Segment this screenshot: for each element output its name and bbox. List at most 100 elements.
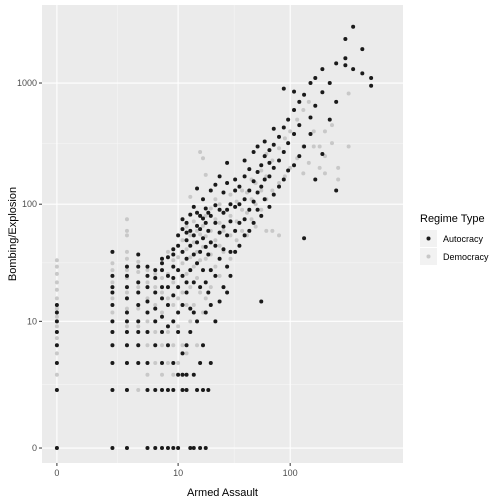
- point-autocracy: [360, 47, 365, 52]
- point-autocracy: [247, 167, 252, 172]
- point-autocracy: [160, 446, 165, 451]
- point-autocracy: [286, 141, 291, 146]
- point-democracy: [301, 171, 306, 176]
- point-democracy: [136, 259, 141, 264]
- point-autocracy: [54, 319, 59, 324]
- point-democracy: [160, 290, 165, 295]
- point-autocracy: [203, 280, 208, 285]
- point-autocracy: [201, 387, 205, 392]
- point-autocracy: [176, 285, 181, 290]
- point-autocracy: [110, 249, 115, 254]
- point-autocracy: [208, 302, 213, 307]
- point-autocracy: [195, 240, 200, 245]
- point-democracy: [306, 99, 311, 104]
- point-democracy: [136, 285, 141, 290]
- point-autocracy: [145, 360, 150, 365]
- point-democracy: [217, 220, 222, 225]
- point-autocracy: [221, 247, 226, 252]
- y-tick-label: 10: [27, 316, 37, 326]
- point-autocracy: [242, 233, 247, 238]
- point-autocracy: [251, 179, 256, 184]
- point-autocracy: [259, 299, 264, 304]
- point-democracy: [217, 202, 222, 207]
- point-autocracy: [165, 302, 170, 307]
- point-autocracy: [255, 207, 260, 212]
- point-autocracy: [271, 126, 276, 131]
- point-democracy: [160, 275, 165, 280]
- point-autocracy: [136, 343, 141, 348]
- point-autocracy: [237, 243, 242, 248]
- point-autocracy: [247, 188, 252, 193]
- point-democracy: [124, 306, 129, 311]
- point-autocracy: [136, 302, 141, 307]
- point-autocracy: [171, 387, 176, 392]
- point-democracy: [245, 210, 250, 215]
- point-autocracy: [184, 230, 189, 235]
- point-autocracy: [188, 228, 193, 233]
- minor-gridlines: [42, 5, 403, 463]
- point-democracy: [234, 238, 239, 243]
- point-autocracy: [124, 264, 129, 269]
- point-autocracy: [136, 290, 141, 295]
- point-autocracy: [176, 372, 181, 377]
- point-autocracy: [124, 329, 129, 334]
- major-gridlines: [42, 5, 403, 463]
- point-democracy: [311, 144, 316, 149]
- point-autocracy: [203, 244, 208, 249]
- point-autocracy: [225, 233, 230, 238]
- point-democracy: [259, 168, 264, 173]
- point-autocracy: [191, 252, 196, 257]
- point-democracy: [191, 264, 196, 269]
- point-autocracy: [213, 319, 218, 324]
- point-autocracy: [233, 204, 238, 209]
- point-autocracy: [145, 446, 150, 451]
- point-democracy: [124, 249, 129, 254]
- point-autocracy: [360, 71, 365, 76]
- point-autocracy: [281, 150, 286, 155]
- point-autocracy: [203, 310, 208, 315]
- point-autocracy: [313, 177, 318, 182]
- point-autocracy: [251, 220, 256, 225]
- point-democracy: [195, 249, 200, 254]
- point-autocracy: [195, 261, 200, 266]
- point-autocracy: [308, 132, 313, 137]
- point-autocracy: [208, 213, 213, 218]
- point-democracy: [191, 240, 196, 245]
- point-democracy: [277, 146, 282, 151]
- point-democracy: [136, 387, 141, 392]
- point-autocracy: [201, 216, 205, 221]
- point-autocracy: [191, 280, 196, 285]
- point-autocracy: [171, 264, 176, 269]
- point-autocracy: [145, 310, 150, 315]
- point-autocracy: [267, 160, 272, 165]
- point-autocracy: [180, 249, 185, 254]
- point-autocracy: [124, 343, 129, 348]
- legend: Regime Type Autocracy Democracy: [420, 213, 489, 265]
- point-democracy: [188, 319, 193, 324]
- point-autocracy: [180, 351, 185, 356]
- point-democracy: [259, 188, 264, 193]
- point-autocracy: [110, 329, 115, 334]
- point-democracy: [264, 174, 269, 179]
- point-democracy: [124, 324, 129, 329]
- point-democracy: [317, 144, 322, 149]
- plot-panel: [42, 5, 403, 463]
- point-autocracy: [262, 154, 267, 159]
- point-autocracy: [255, 144, 260, 149]
- point-democracy: [171, 258, 176, 263]
- point-autocracy: [145, 387, 150, 392]
- point-democracy: [124, 233, 129, 238]
- point-autocracy: [165, 324, 170, 329]
- point-democracy: [217, 273, 222, 278]
- point-autocracy: [145, 299, 150, 304]
- point-democracy: [249, 217, 254, 222]
- point-autocracy: [237, 184, 242, 189]
- point-autocracy: [213, 203, 218, 208]
- point-autocracy: [136, 264, 141, 269]
- point-autocracy: [184, 280, 189, 285]
- point-democracy: [54, 287, 59, 292]
- point-democracy: [213, 238, 218, 243]
- point-autocracy: [198, 360, 203, 365]
- point-autocracy: [54, 329, 59, 334]
- point-autocracy: [271, 192, 276, 197]
